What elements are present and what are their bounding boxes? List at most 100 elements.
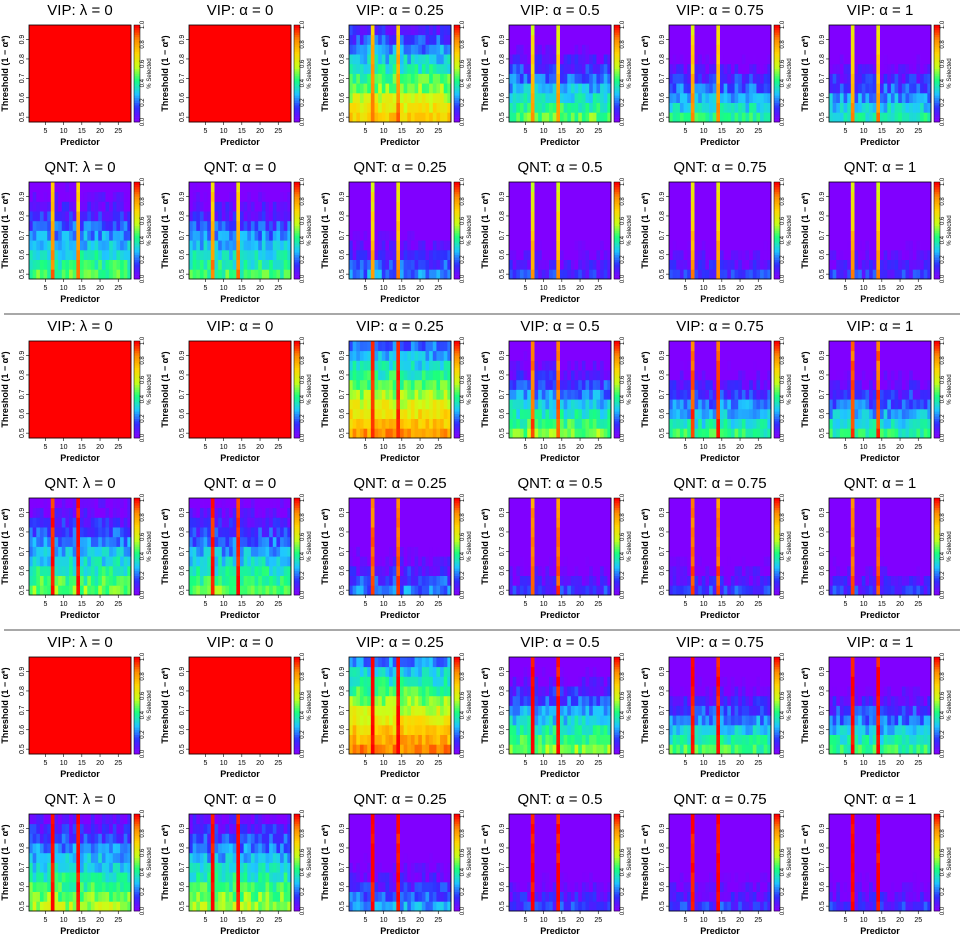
y-axis-label: Threshold (1 − α*) [320, 192, 330, 268]
heatmap-cell [916, 259, 921, 270]
heatmap-cell [367, 259, 372, 270]
heatmap-cell [127, 25, 132, 36]
x-tick-label: 20 [896, 285, 904, 292]
heatmap-cell [50, 379, 55, 390]
heatmap-cell [723, 54, 728, 65]
colorbar-segment [134, 433, 140, 436]
colorbar-segment [454, 206, 460, 209]
heatmap-cell [683, 220, 688, 231]
heatmap-cell [218, 259, 223, 270]
heatmap-cell [429, 211, 434, 222]
heatmap-cell [98, 211, 103, 222]
heatmap-cell [363, 112, 368, 123]
heatmap-cell [69, 34, 74, 45]
heatmap-cell [269, 73, 274, 84]
heatmap-cell [549, 25, 554, 36]
heatmap-cell [287, 63, 292, 74]
heatmap-cell [283, 201, 288, 212]
heatmap-cell [236, 379, 241, 390]
y-tick-label: 0.5 [179, 269, 186, 279]
heatmap-cell [865, 73, 870, 84]
heatmap-cell [556, 83, 561, 94]
heatmap-cell [196, 230, 201, 241]
heatmap-cell [189, 112, 194, 123]
heatmap-cell [370, 240, 375, 251]
heatmap-cell [570, 211, 575, 222]
heatmap-cell [596, 92, 601, 103]
heatmap-cell [440, 249, 445, 260]
heatmap-cell [847, 83, 852, 94]
panel-title: QNT: α = 1 [844, 159, 916, 176]
heatmap-cell [720, 44, 725, 55]
heatmap-cell [389, 73, 394, 84]
heatmap-cell [447, 54, 452, 65]
heatmap-cell [47, 399, 52, 410]
heatmap-cell [39, 63, 44, 74]
heatmap-cell [527, 73, 532, 84]
heatmap-cell [370, 230, 375, 241]
heatmap-cell [745, 220, 750, 231]
heatmap-cell [909, 269, 914, 280]
heatmap-cell [90, 389, 95, 400]
heatmap-cell [912, 211, 917, 222]
heatmap-cell [243, 350, 248, 361]
heatmap-cell [218, 112, 223, 123]
colorbar-tick-label: 0.8 [300, 197, 306, 206]
heatmap-cell [269, 389, 274, 400]
heatmap-cell [749, 25, 754, 36]
heatmap-cell [243, 259, 248, 270]
heatmap-cell [123, 220, 128, 231]
heatmap-cell [367, 73, 372, 84]
colorbar-segment [134, 196, 140, 200]
heatmap-cell [221, 341, 226, 352]
heatmap-cell [443, 191, 448, 202]
heatmap-cell [541, 92, 546, 103]
heatmap-cell [705, 259, 710, 270]
heatmap-cell [83, 379, 88, 390]
heatmap-cell [116, 25, 121, 36]
heatmap-cell [247, 360, 252, 371]
colorbar-tick-label: 0.4 [300, 235, 306, 244]
heatmap-cell [701, 25, 706, 36]
heatmap-cell [530, 63, 535, 74]
heatmap-cell [698, 73, 703, 84]
heatmap-cell [47, 230, 52, 241]
heatmap-cell [727, 83, 732, 94]
heatmap-cell [869, 249, 874, 260]
heatmap-cell [600, 249, 605, 260]
x-axis-label: Predictor [220, 453, 260, 463]
heatmap-cell [109, 370, 114, 381]
heatmap-cell [869, 83, 874, 94]
heatmap-cell [512, 240, 517, 251]
plot-frame [668, 181, 772, 280]
heatmap-cell [734, 112, 739, 123]
colorbar-segment [934, 191, 940, 195]
heatmap-cell [912, 73, 917, 84]
colorbar-segment [934, 208, 940, 212]
heatmap-cell [447, 25, 452, 36]
heatmap-cell [43, 370, 48, 381]
heatmap-cell [429, 240, 434, 251]
heatmap-cell [603, 201, 608, 212]
heatmap-cell [912, 102, 917, 113]
colorbar-segment [294, 44, 300, 48]
heatmap-cell [869, 240, 874, 251]
y-axis-label: Threshold (1 − α*) [800, 192, 810, 268]
heatmap-cell [927, 44, 932, 55]
heatmap-cell [36, 240, 41, 251]
heatmap-cell [356, 379, 361, 390]
heatmap-cell [865, 63, 870, 74]
heatmap-cell [265, 220, 270, 231]
heatmap-cell [396, 201, 401, 212]
heatmap-cell [261, 389, 266, 400]
heatmap-cell [236, 34, 241, 45]
heatmap-cell [669, 230, 674, 241]
heatmap-cell [716, 92, 721, 103]
heatmap-cell [854, 92, 859, 103]
heatmap-cell [272, 220, 277, 231]
colorbar-label: % Selected [627, 215, 633, 245]
heatmap-cell [378, 211, 383, 222]
heatmap-cell [927, 182, 932, 193]
heatmap-cell [716, 230, 721, 241]
panel-title: VIP: λ = 0 [47, 2, 112, 19]
